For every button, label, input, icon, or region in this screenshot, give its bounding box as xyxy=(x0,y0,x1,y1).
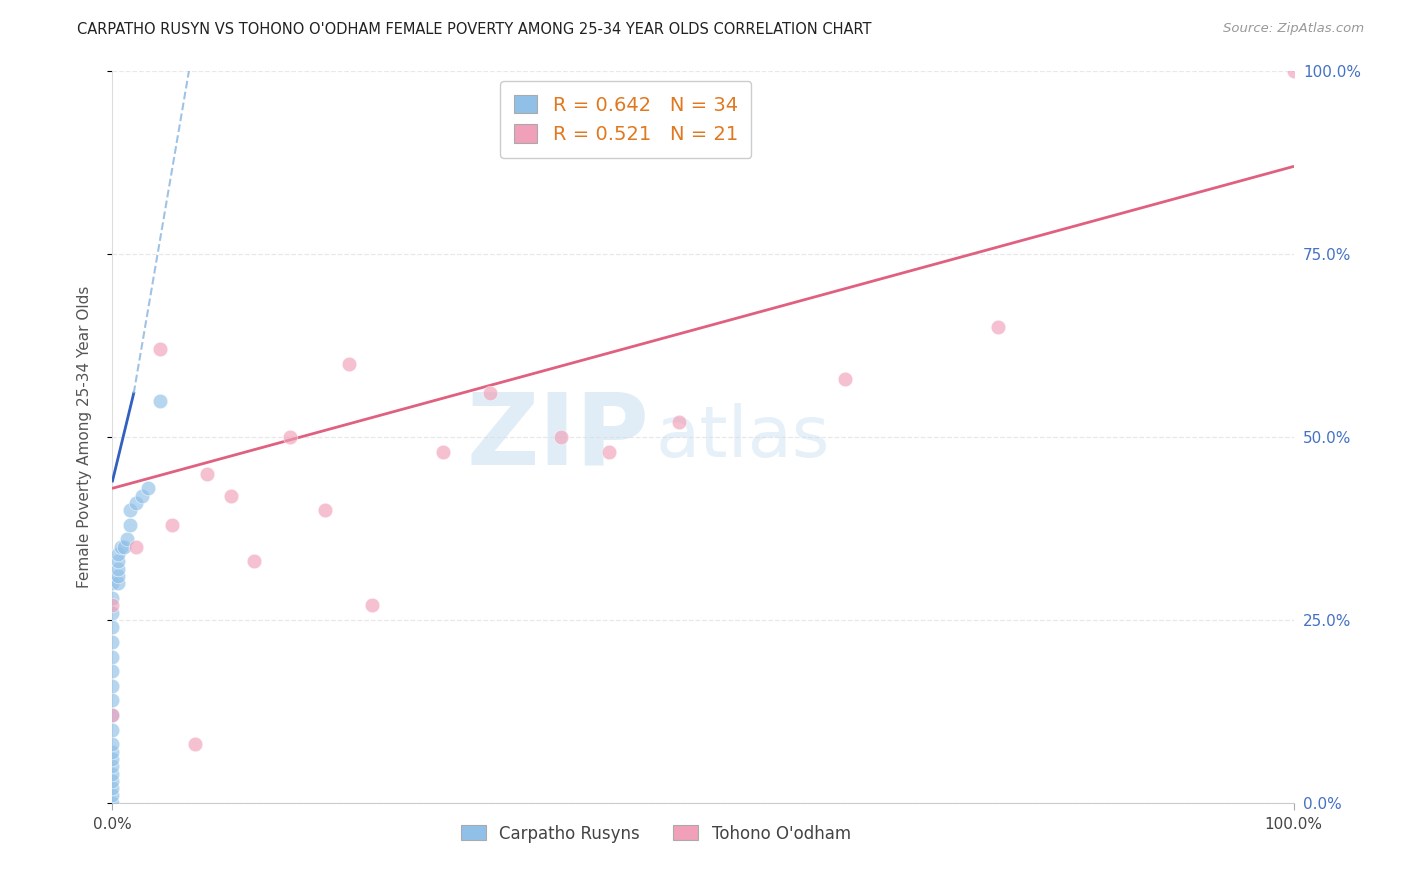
Point xyxy=(101,737,124,751)
Point xyxy=(120,517,142,532)
Point xyxy=(101,599,124,613)
Point xyxy=(107,547,129,561)
Point xyxy=(101,635,124,649)
Point xyxy=(107,576,129,591)
Text: ZIP: ZIP xyxy=(467,389,650,485)
Point xyxy=(101,766,124,780)
Point xyxy=(337,357,360,371)
Point xyxy=(101,591,124,605)
Point xyxy=(101,789,124,803)
Point xyxy=(101,773,124,788)
Point xyxy=(987,320,1010,334)
Point xyxy=(120,503,142,517)
Point xyxy=(314,503,336,517)
Point xyxy=(107,562,129,576)
Point xyxy=(101,620,124,634)
Point xyxy=(101,649,124,664)
Point xyxy=(834,371,856,385)
Point xyxy=(432,444,454,458)
Point xyxy=(101,796,124,810)
Point xyxy=(149,393,172,408)
Point xyxy=(101,679,124,693)
Point xyxy=(184,737,207,751)
Point xyxy=(278,430,301,444)
Point xyxy=(160,517,183,532)
Text: CARPATHO RUSYN VS TOHONO O'ODHAM FEMALE POVERTY AMONG 25-34 YEAR OLDS CORRELATIO: CARPATHO RUSYN VS TOHONO O'ODHAM FEMALE … xyxy=(77,22,872,37)
Legend: Carpatho Rusyns, Tohono O'odham: Carpatho Rusyns, Tohono O'odham xyxy=(454,818,858,849)
Point xyxy=(125,496,148,510)
Point xyxy=(136,481,159,495)
Point xyxy=(219,489,242,503)
Point xyxy=(107,554,129,568)
Point xyxy=(101,708,124,723)
Point xyxy=(125,540,148,554)
Point xyxy=(101,693,124,707)
Point xyxy=(101,576,124,591)
Point xyxy=(101,759,124,773)
Point xyxy=(149,343,172,357)
Point xyxy=(101,752,124,766)
Point xyxy=(115,533,138,547)
Point xyxy=(101,606,124,620)
Y-axis label: Female Poverty Among 25-34 Year Olds: Female Poverty Among 25-34 Year Olds xyxy=(77,286,91,588)
Text: Source: ZipAtlas.com: Source: ZipAtlas.com xyxy=(1223,22,1364,36)
Point xyxy=(598,444,620,458)
Point xyxy=(131,489,153,503)
Point xyxy=(101,745,124,759)
Point xyxy=(550,430,572,444)
Point xyxy=(361,599,384,613)
Point xyxy=(112,540,135,554)
Point xyxy=(101,723,124,737)
Point xyxy=(195,467,218,481)
Point xyxy=(101,781,124,796)
Point xyxy=(1282,64,1305,78)
Point xyxy=(479,386,502,401)
Text: atlas: atlas xyxy=(655,402,830,472)
Point xyxy=(101,708,124,723)
Point xyxy=(110,540,132,554)
Point xyxy=(107,569,129,583)
Point xyxy=(101,664,124,678)
Point xyxy=(668,416,690,430)
Point xyxy=(243,554,266,568)
